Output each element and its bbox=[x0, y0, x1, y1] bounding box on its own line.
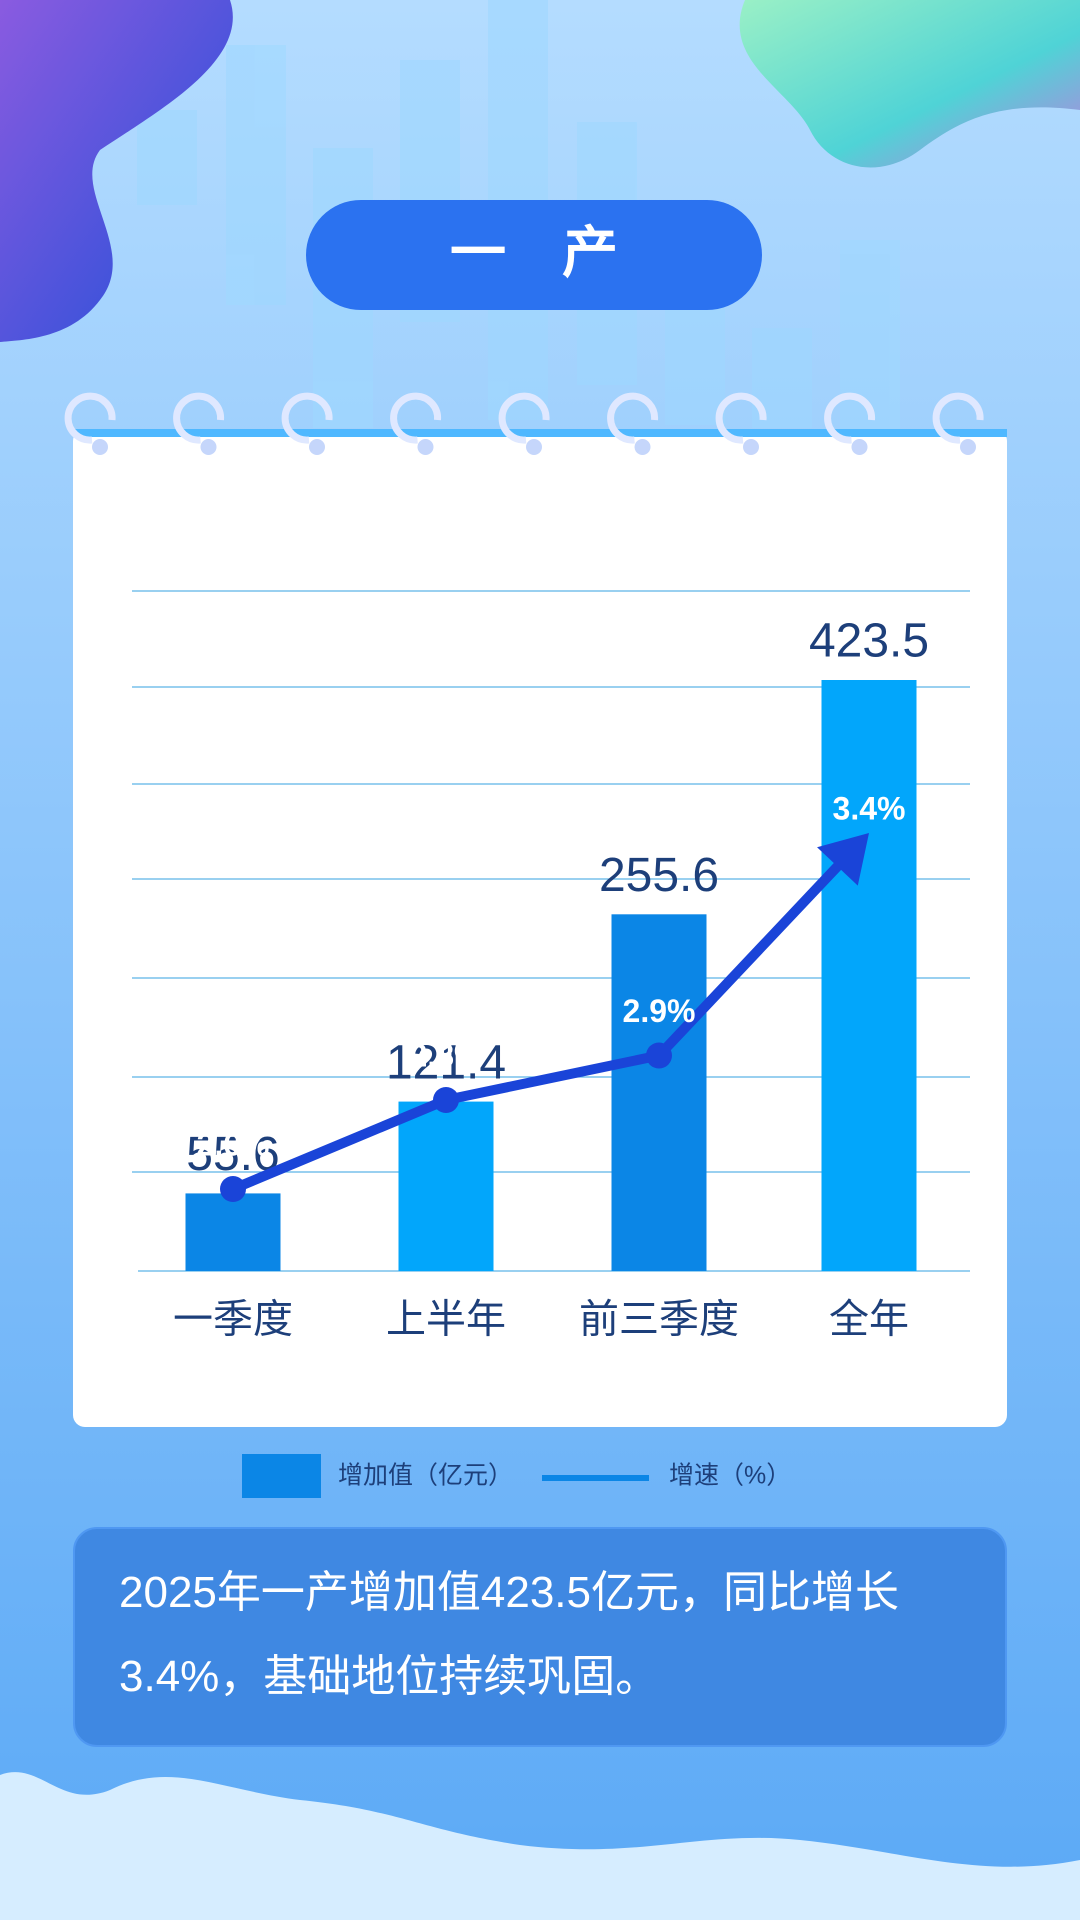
ring bbox=[173, 392, 225, 444]
card-edge bbox=[73, 429, 1007, 437]
growth-line bbox=[231, 856, 848, 1194]
growth-point bbox=[220, 1176, 246, 1202]
ring-hole bbox=[417, 439, 434, 455]
title-pill bbox=[306, 200, 762, 310]
caption: 2025年一产增加值423.5亿元，同比增长3.4%，基础地位持续巩固。 bbox=[73, 1527, 1007, 1747]
bar bbox=[398, 1101, 494, 1271]
binder-rings bbox=[64, 392, 984, 455]
legend-label: 增加值（亿元） bbox=[338, 1462, 513, 1490]
growth-label: 2.6% bbox=[197, 1126, 270, 1162]
ring bbox=[715, 392, 767, 444]
x-tick-label: 全年 bbox=[829, 1298, 909, 1342]
bar-value-label: 121.4 bbox=[386, 1036, 506, 1089]
legend-swatch bbox=[242, 1454, 321, 1498]
chart-title: 一 产 bbox=[450, 221, 618, 284]
ring-hole bbox=[960, 439, 976, 455]
card bbox=[73, 429, 1007, 1427]
ring bbox=[498, 392, 550, 444]
bar-value-label: 255.6 bbox=[599, 849, 719, 902]
ring-hole bbox=[634, 439, 651, 455]
bar-value-label: 423.5 bbox=[809, 615, 929, 668]
growth-label: 2.9% bbox=[623, 993, 696, 1029]
ring-hole bbox=[851, 439, 868, 455]
ring-hole bbox=[200, 439, 217, 455]
bar bbox=[185, 1193, 281, 1271]
growth-label: 3.4% bbox=[833, 790, 906, 826]
growth-label: 2.8% bbox=[410, 1037, 483, 1073]
growth-point bbox=[433, 1087, 459, 1113]
growth-point bbox=[646, 1042, 672, 1069]
ring bbox=[281, 392, 333, 444]
decor-blob bbox=[0, 0, 233, 342]
ring-hole bbox=[743, 439, 759, 455]
ring bbox=[390, 392, 442, 444]
x-tick-label: 上半年 bbox=[386, 1298, 506, 1342]
x-tick-label: 一季度 bbox=[173, 1298, 293, 1342]
ring bbox=[932, 392, 984, 444]
bar bbox=[611, 914, 707, 1271]
ring-hole bbox=[309, 439, 325, 455]
ring-hole bbox=[526, 439, 542, 455]
ring bbox=[64, 392, 116, 444]
ring bbox=[824, 392, 876, 444]
legend-label: 增速（%） bbox=[669, 1462, 791, 1490]
decor-blob bbox=[739, 0, 1080, 168]
x-tick-label: 前三季度 bbox=[579, 1298, 739, 1342]
ring-hole bbox=[92, 439, 108, 455]
decor-wave bbox=[0, 1772, 1080, 1920]
bar bbox=[821, 680, 917, 1271]
ring bbox=[607, 392, 659, 444]
growth-arrow bbox=[817, 833, 869, 886]
